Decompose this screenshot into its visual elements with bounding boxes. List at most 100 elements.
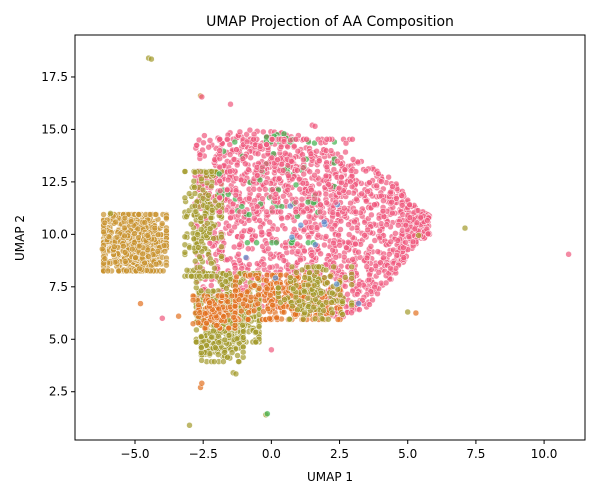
- scatter-point: [203, 319, 210, 327]
- scatter-point: [325, 316, 332, 323]
- scatter-point: [255, 285, 263, 292]
- scatter-point: [380, 197, 387, 204]
- scatter-point: [201, 132, 208, 139]
- scatter-point: [251, 282, 258, 289]
- scatter-point: [151, 224, 159, 232]
- scatter-point: [163, 261, 170, 269]
- scatter-point: [280, 257, 288, 264]
- scatter-point: [269, 301, 276, 309]
- scatter-point: [294, 147, 302, 155]
- scatter-point: [312, 190, 319, 198]
- scatter-point: [198, 93, 206, 101]
- scatter-point: [348, 275, 355, 282]
- scatter-point: [258, 228, 265, 236]
- scatter-point: [243, 138, 251, 146]
- scatter-point: [298, 266, 306, 274]
- scatter-point: [191, 202, 199, 210]
- scatter-point: [382, 279, 390, 287]
- scatter-point: [288, 248, 296, 256]
- scatter-point: [293, 269, 300, 276]
- scatter-point: [334, 157, 341, 165]
- scatter-point: [210, 358, 218, 365]
- scatter-point: [312, 241, 319, 248]
- scatter-point: [222, 271, 230, 279]
- scatter-point: [253, 164, 261, 171]
- scatter-point: [195, 244, 202, 251]
- scatter-point: [299, 179, 307, 187]
- scatter-point: [366, 301, 373, 308]
- scatter-point: [191, 184, 198, 191]
- scatter-point: [232, 370, 240, 378]
- scatter-point: [220, 313, 227, 320]
- scatter-point: [228, 292, 236, 300]
- scatter-point: [320, 218, 328, 226]
- scatter-point: [136, 265, 143, 273]
- scatter-point: [404, 308, 411, 316]
- scatter-point: [148, 55, 155, 63]
- scatter-point: [259, 195, 266, 202]
- scatter-point: [300, 156, 307, 163]
- scatter-point: [121, 214, 129, 222]
- scatter-point: [204, 220, 211, 227]
- scatter-point: [318, 315, 326, 322]
- scatter-point: [329, 209, 337, 216]
- scatter-point: [277, 271, 285, 279]
- scatter-point: [224, 136, 231, 143]
- scatter-point: [380, 254, 387, 262]
- scatter-point: [267, 291, 274, 299]
- scatter-point: [292, 181, 300, 189]
- scatter-point: [341, 204, 348, 212]
- scatter-point: [225, 222, 233, 230]
- scatter-point: [260, 261, 268, 268]
- scatter-point: [245, 195, 253, 202]
- scatter-point: [400, 254, 408, 261]
- y-tick-label: 7.5: [49, 280, 68, 294]
- scatter-point: [417, 214, 425, 221]
- scatter-point: [246, 261, 253, 268]
- scatter-point: [386, 250, 393, 258]
- scatter-point: [300, 170, 307, 178]
- scatter-point: [181, 233, 189, 241]
- scatter-point: [146, 211, 154, 218]
- x-axis: −5.0 −2.5 0.0 2.5 5.0 7.5 10.0: [120, 440, 557, 461]
- scatter-point: [107, 210, 114, 217]
- scatter-point: [348, 281, 355, 288]
- scatter-point: [218, 253, 225, 260]
- scatter-point: [190, 235, 198, 242]
- scatter-point: [264, 245, 272, 253]
- scatter-point: [239, 322, 246, 329]
- scatter-point: [253, 172, 261, 179]
- scatter-point: [337, 226, 344, 233]
- scatter-point: [244, 316, 252, 323]
- scatter-point: [187, 220, 195, 228]
- scatter-point: [325, 181, 332, 188]
- scatter-point: [216, 136, 223, 143]
- scatter-point: [159, 315, 166, 322]
- scatter-point: [387, 238, 394, 246]
- scatter-point: [267, 250, 274, 258]
- scatter-point: [298, 201, 306, 209]
- scatter-point: [199, 195, 207, 202]
- scatter-point: [132, 254, 139, 261]
- scatter-point: [183, 267, 191, 274]
- scatter-point: [197, 226, 205, 233]
- scatter-point: [139, 250, 146, 258]
- scatter-point: [221, 336, 229, 344]
- scatter-point: [255, 323, 263, 330]
- scatter-point: [230, 313, 237, 321]
- scatter-point: [294, 167, 301, 174]
- scatter-point: [289, 302, 296, 310]
- scatter-point: [402, 221, 410, 229]
- scatter-point: [292, 198, 300, 206]
- scatter-point: [264, 410, 271, 418]
- scatter-point: [208, 333, 215, 341]
- scatter-point: [337, 217, 345, 225]
- scatter-point: [244, 239, 251, 246]
- scatter-point: [254, 150, 262, 158]
- scatter-point: [131, 239, 138, 246]
- scatter-point: [239, 334, 247, 341]
- scatter-point: [342, 139, 350, 147]
- scatter-point: [211, 264, 218, 272]
- scatter-point: [227, 214, 234, 222]
- scatter-point: [198, 380, 206, 387]
